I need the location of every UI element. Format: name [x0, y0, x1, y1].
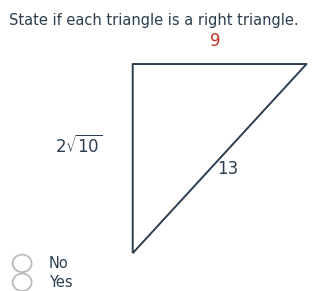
- Text: State if each triangle is a right triangle.: State if each triangle is a right triang…: [9, 13, 299, 28]
- Text: $2\sqrt{10}$: $2\sqrt{10}$: [55, 134, 103, 157]
- Text: No: No: [49, 256, 69, 271]
- Text: Yes: Yes: [49, 275, 73, 290]
- Text: 9: 9: [210, 32, 220, 50]
- Text: 13: 13: [217, 160, 238, 178]
